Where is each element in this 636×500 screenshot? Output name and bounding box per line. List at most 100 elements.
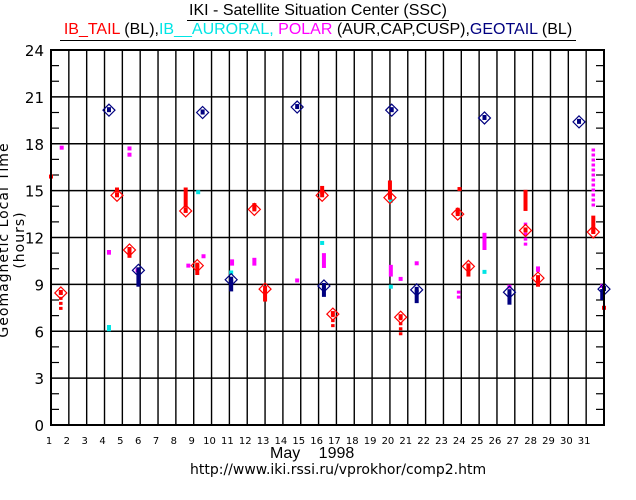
- geotail-marker-center: [295, 104, 300, 110]
- y-tick-label: 18: [25, 136, 44, 154]
- x-tick-label: 7: [153, 436, 159, 447]
- chart-title: IKI - Satellite Situation Center (SSC): [0, 2, 636, 21]
- x-tick-label: 26: [489, 436, 502, 447]
- x-tick-label: 18: [346, 436, 359, 447]
- x-tick-label: 2: [64, 436, 70, 447]
- axis-ticks: [51, 65, 604, 410]
- legend-entry: (BL),: [119, 21, 159, 38]
- ib-tail-segment: [455, 207, 460, 215]
- x-tick-label: 5: [117, 436, 123, 447]
- x-tick-label: 22: [417, 436, 430, 447]
- ib-auroral-point: [196, 190, 201, 195]
- y-tick-label: 3: [34, 370, 44, 388]
- ib-tail-marker-center: [252, 206, 257, 212]
- x-tick-label: 6: [135, 436, 141, 447]
- x-tick-label: 4: [99, 436, 105, 447]
- ib-auroral-point: [388, 198, 393, 203]
- ib-tail-diamond-marker: [326, 307, 340, 321]
- ib-tail-diamond-marker: [315, 188, 329, 203]
- legend-entry: (BL): [537, 21, 573, 38]
- ib-tail-diamond-marker: [450, 207, 465, 221]
- x-tick-label: 17: [328, 436, 341, 447]
- x-tick-label: 9: [189, 436, 195, 447]
- geotail-marker-center: [482, 114, 487, 120]
- geotail-diamond-marker: [572, 115, 586, 129]
- x-tick-label: 12: [239, 436, 252, 447]
- ib-tail-segment: [591, 215, 596, 233]
- ib-tail-diamond-marker: [247, 202, 262, 217]
- ib-tail-marker-center: [183, 207, 188, 213]
- y-tick-label: 0: [34, 417, 44, 435]
- ib-tail-marker-center: [398, 314, 403, 320]
- chart-title-text: IKI - Satellite Situation Center (SSC): [187, 2, 449, 21]
- x-tick-label: 14: [275, 436, 288, 447]
- polar-segment: [388, 264, 393, 277]
- polar-point: [127, 152, 132, 157]
- ib-tail-diamond-marker: [178, 204, 193, 218]
- source-url: http://www.iki.rssi.ru/vprokhor/comp2.ht…: [190, 462, 487, 478]
- geotail-marker-center: [577, 118, 582, 124]
- polar-point: [127, 146, 132, 151]
- ib-tail-segment: [252, 203, 257, 210]
- ib-tail-diamond-marker: [586, 225, 601, 239]
- ib-tail-marker-center: [523, 227, 528, 233]
- geotail-marker-center: [321, 282, 326, 288]
- y-tick-label: 6: [34, 323, 44, 341]
- polar-point: [186, 263, 191, 268]
- ib-auroral-point: [482, 269, 487, 274]
- ib-auroral-segment: [106, 325, 111, 332]
- ib-tail-marker-center: [535, 275, 540, 281]
- x-tick-label: 21: [399, 436, 412, 447]
- x-tick-label: 23: [435, 436, 448, 447]
- geotail-marker-center: [389, 107, 394, 113]
- ib-tail-segment: [195, 264, 200, 275]
- ib-tail-segment: [127, 248, 132, 258]
- x-tick-label: 19: [364, 436, 377, 447]
- ib-tail-marker-center: [330, 311, 335, 317]
- x-tick-label: 13: [257, 436, 270, 447]
- ib-tail-diamond-marker: [383, 190, 397, 205]
- ib-tail-marker-center: [591, 229, 596, 235]
- geotail-segment: [600, 289, 605, 300]
- x-tick-label: 28: [524, 436, 537, 447]
- x-tick-label: 31: [578, 436, 591, 447]
- x-tick-label: 20: [382, 436, 395, 447]
- x-tick-label: 10: [203, 436, 216, 447]
- y-tick-label: 9: [34, 276, 44, 294]
- polar-segment: [230, 259, 235, 266]
- geotail-diamond-marker: [290, 100, 305, 114]
- ib-tail-diamond-marker: [258, 282, 272, 296]
- polar-segment: [252, 257, 257, 266]
- ib-tail-diamond-marker: [518, 223, 533, 238]
- y-tick-label: 12: [25, 230, 44, 248]
- geotail-diamond-marker: [224, 272, 239, 287]
- x-tick-label: 27: [506, 436, 519, 447]
- ib-tail-diamond-marker: [122, 243, 137, 257]
- polar-segment: [482, 232, 487, 250]
- ib-tail-marker-center: [195, 262, 200, 268]
- ib-tail-diamond-marker: [393, 310, 408, 325]
- ib-tail-diamond-marker: [190, 258, 205, 273]
- y-tick-labels: 0 3 6 9 12 15 18 21 24: [25, 42, 44, 435]
- x-tick-label: 29: [542, 436, 555, 447]
- x-tick-label: 15: [292, 436, 305, 447]
- geotail-marker-center: [229, 276, 234, 282]
- polar-segment: [106, 250, 111, 255]
- ib-tail-marker-center: [115, 192, 120, 198]
- ib-tail-segment: [387, 180, 392, 197]
- ib-auroral-point: [388, 284, 393, 289]
- polar-segment: [321, 253, 326, 268]
- geotail-marker-center: [507, 289, 512, 295]
- ib-tail-segment: [466, 266, 471, 277]
- ib-tail-diamond-marker: [110, 188, 124, 203]
- geotail-diamond-marker: [502, 285, 517, 300]
- geotail-marker-center: [200, 109, 205, 115]
- ib-tail-diamond-marker: [461, 259, 476, 274]
- ib-tail-diamond-marker: [531, 271, 545, 285]
- ib-tail-marker-center: [387, 194, 392, 200]
- x-axis-label: May 1998: [270, 445, 355, 462]
- geotail-diamond-marker: [317, 279, 331, 293]
- ib-tail-marker-center: [58, 289, 63, 295]
- chart-legend: IB_TAIL (BL),IB__AURORAL, POLAR (AUR,CAP…: [0, 21, 636, 41]
- geotail-segment: [136, 270, 141, 287]
